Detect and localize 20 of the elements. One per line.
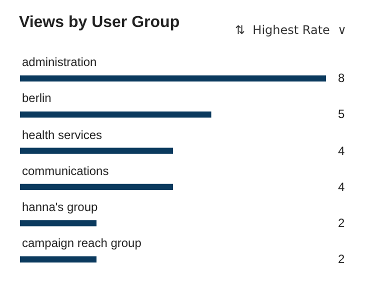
data-label: 5	[338, 107, 345, 121]
bar	[20, 112, 212, 118]
y-tick-label: administration	[22, 55, 97, 69]
bar	[20, 75, 326, 82]
y-tick-label: campaign reach group	[22, 236, 142, 250]
data-label: 2	[338, 252, 345, 266]
data-label: 2	[338, 216, 345, 230]
data-label: 4	[338, 180, 345, 194]
bar	[20, 220, 96, 226]
y-tick-label: communications	[22, 164, 109, 178]
bar	[20, 256, 96, 262]
data-label: 4	[338, 144, 345, 158]
y-tick-label: health services	[22, 128, 102, 142]
data-label: 8	[338, 71, 345, 85]
bar	[20, 184, 173, 190]
y-tick-label: berlin	[22, 91, 52, 105]
y-tick-label: hanna's group	[22, 200, 98, 214]
chart-title: Views by User Group	[18, 14, 180, 32]
bar	[20, 148, 173, 154]
text: ⇅ Highest Rate ∨	[235, 23, 346, 37]
